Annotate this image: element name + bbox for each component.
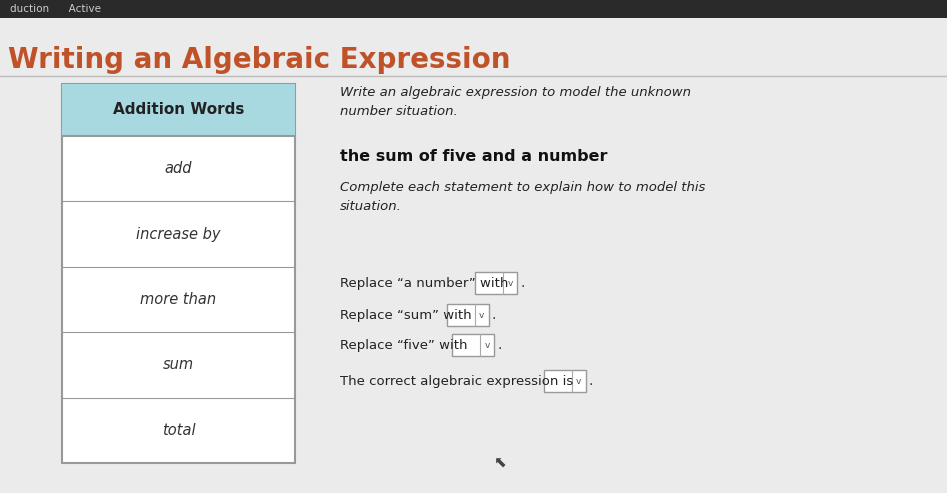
Text: add: add [165,161,192,176]
Text: .: . [497,338,502,352]
FancyBboxPatch shape [475,272,517,294]
Text: .: . [588,374,593,388]
FancyBboxPatch shape [453,334,494,356]
Text: Replace “sum” with: Replace “sum” with [340,309,472,321]
Text: v: v [576,377,581,386]
Text: ⬉: ⬉ [493,456,507,470]
Text: Writing an Algebraic Expression: Writing an Algebraic Expression [8,46,510,74]
Text: v: v [485,341,490,350]
Text: duction      Active: duction Active [10,4,101,14]
FancyBboxPatch shape [62,84,295,136]
FancyBboxPatch shape [447,304,489,326]
FancyBboxPatch shape [62,84,295,463]
Text: the sum of five and a number: the sum of five and a number [340,149,607,164]
Text: The correct algebraic expression is: The correct algebraic expression is [340,375,573,387]
Text: sum: sum [163,357,194,372]
Text: .: . [520,276,525,290]
FancyBboxPatch shape [0,0,947,18]
Text: Complete each statement to explain how to model this
situation.: Complete each statement to explain how t… [340,181,706,213]
Text: v: v [508,279,512,287]
FancyBboxPatch shape [0,18,947,493]
Text: .: . [491,308,496,322]
Text: Replace “five” with: Replace “five” with [340,339,468,352]
Text: increase by: increase by [136,227,221,242]
Text: v: v [479,311,484,319]
Text: total: total [162,423,195,438]
Text: Replace “a number” with: Replace “a number” with [340,277,509,289]
FancyBboxPatch shape [544,370,585,392]
Text: more than: more than [140,292,217,307]
Text: Write an algebraic expression to model the unknown
number situation.: Write an algebraic expression to model t… [340,86,691,118]
Text: Addition Words: Addition Words [113,103,244,117]
